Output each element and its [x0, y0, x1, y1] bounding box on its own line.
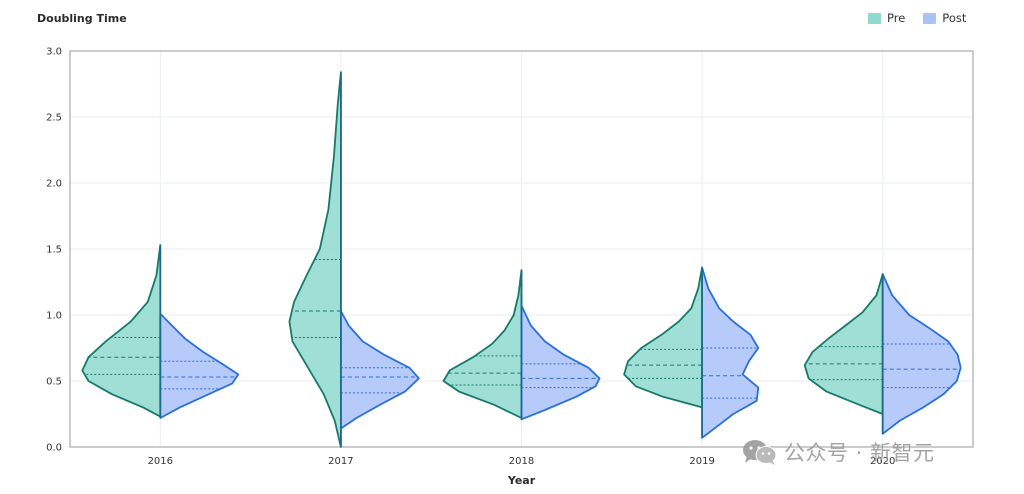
violin-post-2020 [881, 273, 962, 435]
x-tick-label: 2018 [509, 456, 534, 467]
y-tick-label: 1.5 [46, 245, 62, 256]
y-tick-label: 2.0 [46, 179, 62, 190]
y-tick-label: 0.5 [46, 377, 62, 388]
x-tick-label: 2016 [148, 456, 173, 467]
watermark-text: 公众号 · 新智元 [784, 441, 935, 465]
legend-label-pre: Pre [887, 11, 906, 25]
violin-post-2018 [520, 304, 601, 421]
violin-pre-2018 [442, 269, 523, 419]
chart-title: Doubling Time [37, 12, 127, 25]
plot-frame [69, 50, 974, 448]
legend-label-post: Post [942, 11, 967, 25]
legend-swatch-post [923, 12, 937, 24]
violin-pre-2019 [623, 266, 703, 409]
violin-pre-2020 [803, 273, 884, 415]
y-tick-label: 1.0 [46, 311, 62, 322]
y-tick-label: 3.0 [46, 47, 62, 58]
x-tick-label: 2019 [689, 456, 714, 467]
x-axis-label: Year [507, 474, 536, 487]
violin-post-2016 [159, 312, 240, 419]
legend-swatch-pre [868, 12, 881, 24]
x-tick-label: 2020 [870, 456, 895, 467]
x-tick-label: 2017 [328, 456, 353, 467]
violin-post-2019 [701, 266, 760, 439]
watermark: 公众号 · 新智元 [742, 437, 935, 467]
legend-item-pre[interactable]: Pre [868, 11, 905, 25]
y-tick-label: 0.0 [46, 443, 62, 454]
wechat-icon [743, 440, 777, 465]
y-tick-label: 2.5 [46, 113, 62, 124]
legend-item-post[interactable]: Post [923, 11, 966, 25]
legend: Pre Post [868, 11, 984, 25]
violin-post-2017 [340, 310, 420, 430]
violin-pre-2016 [81, 244, 162, 418]
